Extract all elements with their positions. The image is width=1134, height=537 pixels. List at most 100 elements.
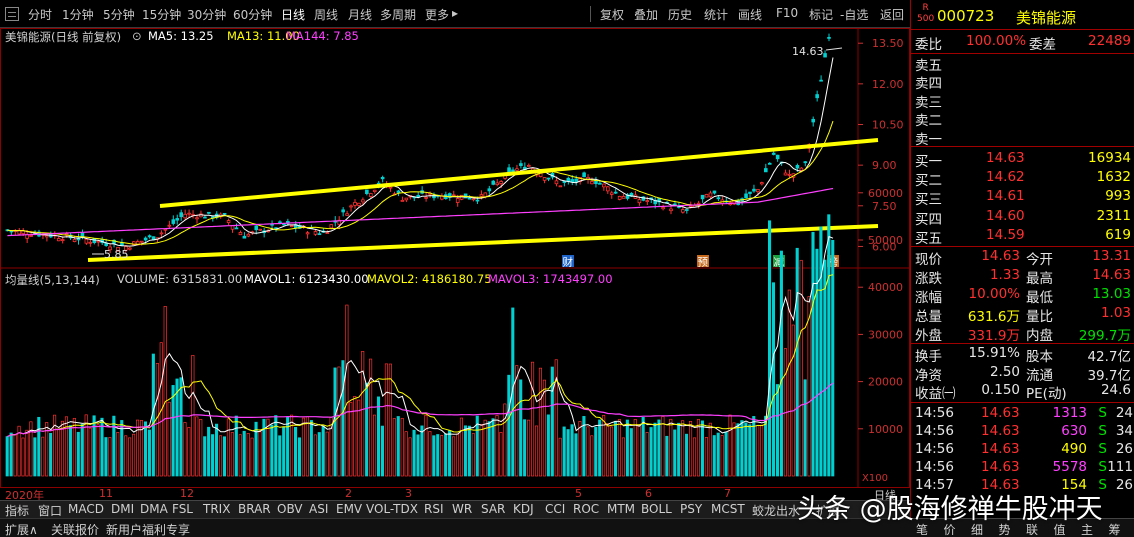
expand-tab[interactable]: 扩展∧	[5, 523, 38, 537]
related-quotes-tab[interactable]: 关联报价	[51, 523, 100, 537]
indicator-tab[interactable]: SAR	[481, 502, 506, 516]
indicator-tab[interactable]: ASI	[309, 502, 329, 516]
action-overlay-button[interactable]: 叠加	[634, 8, 659, 22]
volume-bar	[369, 358, 373, 477]
indicator-tab[interactable]: BRAR	[238, 502, 271, 516]
indicator-tab[interactable]: FSL	[172, 502, 193, 516]
indicator-tab[interactable]: MTM	[607, 502, 636, 516]
x-label: 2	[345, 487, 352, 500]
volume-bar	[606, 423, 610, 477]
action-remove-watchlist-button[interactable]: -自选	[840, 8, 869, 22]
bid-volume: 993	[1105, 188, 1131, 205]
indicator-tab[interactable]: WR	[452, 502, 473, 516]
event-marker-badge	[697, 255, 709, 267]
period-tab-fenshi[interactable]: 分时	[28, 8, 53, 22]
indicator-tab[interactable]: DMI	[111, 502, 135, 516]
indicator-tab[interactable]: 扩展	[816, 504, 841, 518]
indicator-tab[interactable]: 窗口	[38, 504, 63, 518]
panel-tab[interactable]: 价	[943, 523, 956, 537]
action-history-button[interactable]: 历史	[668, 8, 693, 22]
volume-bar	[353, 396, 357, 477]
new-user-welfare-tab[interactable]: 新用户福利专享	[106, 523, 191, 537]
period-tab-1min[interactable]: 1分钟	[62, 8, 94, 22]
action-f10-button[interactable]: F10	[776, 6, 799, 20]
volume-bar	[250, 437, 254, 477]
volume-bar	[479, 423, 483, 477]
volume-bar	[203, 436, 207, 477]
volume-unit-label: X100	[862, 473, 888, 484]
chart-frame	[0, 28, 910, 488]
kline-chart[interactable]: 13.50 12.00 10.50 9.00 7.50 6.00 60000 50000 400…	[0, 28, 910, 488]
volume-bar	[246, 433, 250, 477]
period-tab-30min[interactable]: 30分钟	[187, 8, 227, 22]
indicator-tab[interactable]: MACD	[68, 502, 104, 516]
action-back-button[interactable]: 返回	[880, 8, 905, 22]
indicator-tab[interactable]: OBV	[277, 502, 303, 516]
indicator-tab[interactable]: TRIX	[203, 502, 231, 516]
bid-row: 买一 14.63 16934	[911, 150, 1134, 170]
indicator-tab[interactable]: KDJ	[513, 502, 534, 516]
volume-bar	[21, 437, 25, 477]
candle-body	[787, 173, 792, 176]
menu-icon[interactable]	[5, 7, 19, 21]
panel-tab[interactable]: 联	[1026, 523, 1039, 537]
candle-body	[475, 199, 480, 202]
period-tab-5min[interactable]: 5分钟	[103, 8, 135, 22]
indicator-tab[interactable]: 指标	[5, 504, 30, 518]
period-tab-60min[interactable]: 60分钟	[233, 8, 273, 22]
y-tick-label: 10.50	[872, 119, 904, 132]
action-mark-button[interactable]: 标记	[809, 8, 834, 22]
candle-body	[84, 238, 89, 244]
volume-bar	[811, 231, 815, 477]
candle-body	[661, 207, 665, 210]
volume-bar	[361, 351, 365, 477]
stat-value: 631.6万	[967, 309, 1020, 325]
volume-bar	[685, 433, 689, 477]
panel-tab[interactable]: 笔	[916, 523, 929, 537]
indicator-tab[interactable]: ROC	[573, 502, 600, 516]
action-fuquan-button[interactable]: 复权	[600, 8, 625, 22]
panel-tab[interactable]: 主	[1081, 523, 1094, 537]
indicator-tab[interactable]: BOLL	[641, 502, 672, 516]
volume-bar	[345, 304, 349, 477]
candle-body	[159, 232, 164, 235]
period-tab-weekly[interactable]: 周线	[314, 8, 339, 22]
panel-tab[interactable]: 势	[998, 523, 1011, 537]
mavol2-line	[7, 274, 834, 438]
indicator-tab[interactable]: EMV	[336, 502, 363, 516]
indicator-tab[interactable]: RSI	[424, 502, 444, 516]
candle-body	[305, 232, 310, 235]
period-tab-daily[interactable]: 日线	[281, 8, 306, 22]
tick-time: 14:56	[915, 423, 954, 439]
period-tab-multi[interactable]: 多周期	[380, 8, 417, 22]
period-tab-more[interactable]: 更多	[425, 8, 450, 22]
panel-tab[interactable]: 值	[1053, 523, 1066, 537]
indicator-tab[interactable]: VOL-TDX	[366, 502, 418, 516]
volume-bar	[621, 437, 625, 477]
price-chart-collapse-icon[interactable]: ⊙	[132, 29, 142, 43]
panel-tab[interactable]: 筹	[1108, 523, 1121, 537]
panel-tab[interactable]: 细	[971, 523, 984, 537]
tick-count: 26	[1115, 477, 1133, 493]
tick-row: 14:56 14.63 490 S 26	[911, 441, 1134, 459]
candle-body	[242, 235, 247, 239]
period-tab-15min[interactable]: 15分钟	[142, 8, 182, 22]
more-chevron-icon[interactable]: ▸	[452, 6, 459, 20]
volume-bar	[60, 420, 65, 477]
candle-body	[803, 161, 808, 164]
indicator-tab[interactable]: 蛟龙出水	[752, 504, 801, 518]
volume-bar	[428, 431, 432, 477]
candle-body	[621, 196, 626, 199]
volume-bar	[120, 420, 124, 477]
indicator-tab[interactable]: PSY	[680, 502, 703, 516]
period-tab-monthly[interactable]: 月线	[348, 8, 373, 22]
candle-body	[329, 224, 334, 229]
indicator-tab[interactable]: CCI	[545, 502, 566, 516]
candle-body	[748, 191, 752, 194]
indicator-tab[interactable]: MCST	[711, 502, 745, 516]
indicator-tab[interactable]: DMA	[140, 502, 168, 516]
action-draw-button[interactable]: 画线	[738, 8, 763, 22]
action-stats-button[interactable]: 统计	[704, 8, 729, 22]
stat-value: 13.03	[1092, 286, 1131, 302]
volume-bar	[286, 416, 290, 477]
